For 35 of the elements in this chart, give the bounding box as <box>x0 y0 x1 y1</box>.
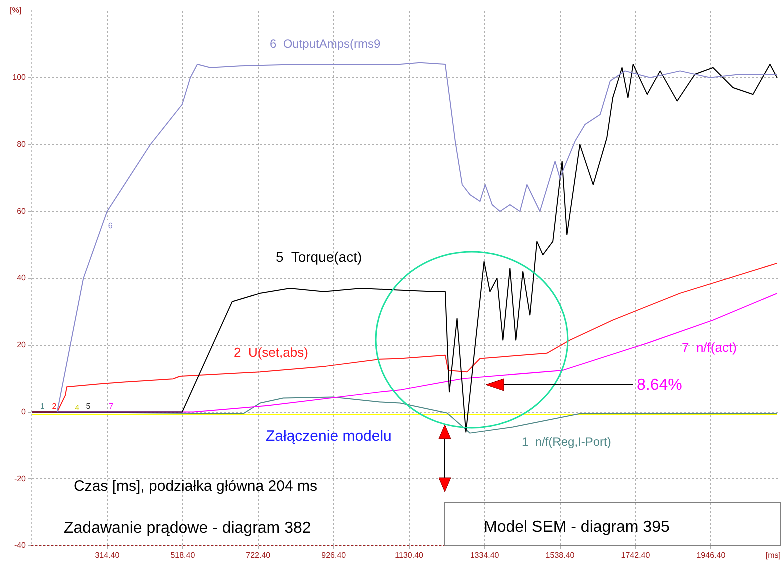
annotation: 6 <box>108 221 114 230</box>
x-tick-label: 1334.40 <box>470 551 500 560</box>
x-tick-label: 926.40 <box>322 551 347 560</box>
annotation: Zadawanie prądowe - diagram 382 <box>64 520 312 537</box>
x-tick-label: 314.40 <box>95 551 120 560</box>
x-tick-label: 1946.40 <box>696 551 726 560</box>
annotation: 2 <box>52 402 58 411</box>
y-tick-label: 60 <box>17 206 27 216</box>
x-axis-title: [ms] <box>766 551 781 560</box>
annotation: 5 <box>86 402 92 411</box>
y-tick-label: 20 <box>17 340 27 350</box>
x-tick-label: 1538.40 <box>546 551 576 560</box>
y-tick-label: 40 <box>17 274 27 283</box>
series-label: 2 U(set,abs) <box>234 345 308 360</box>
annotation: 8.64% <box>637 377 682 394</box>
series-label: 7 n/f(act) <box>682 340 737 355</box>
x-tick-label: 1742.40 <box>621 551 651 560</box>
series-label: 1 n/f(Reg,I-Port) <box>522 435 612 449</box>
y-axis-title: [%] <box>10 6 22 15</box>
y-tick-label: -40 <box>14 541 27 550</box>
x-tick-label: 1130.40 <box>395 551 424 560</box>
y-tick-label: 0 <box>22 407 27 416</box>
x-tick-label: 518.40 <box>170 551 196 560</box>
y-tick-label: -20 <box>14 474 27 484</box>
y-tick-label: 80 <box>17 140 27 149</box>
annotation: 1 <box>40 402 46 411</box>
series-label: 6 OutputAmps(rms9 <box>270 37 382 51</box>
annotation: Model SEM - diagram 395 <box>484 519 670 537</box>
series-label: 5 Torque(act) <box>276 249 362 265</box>
annotation: Załączenie modelu <box>266 428 392 445</box>
annotation: 7 <box>109 402 114 411</box>
x-tick-label: 722.40 <box>246 551 272 560</box>
annotation: 4 <box>75 404 80 413</box>
y-tick-label: 100 <box>12 73 27 82</box>
annotation: Czas [ms], podziałka główna 204 ms <box>74 478 318 495</box>
